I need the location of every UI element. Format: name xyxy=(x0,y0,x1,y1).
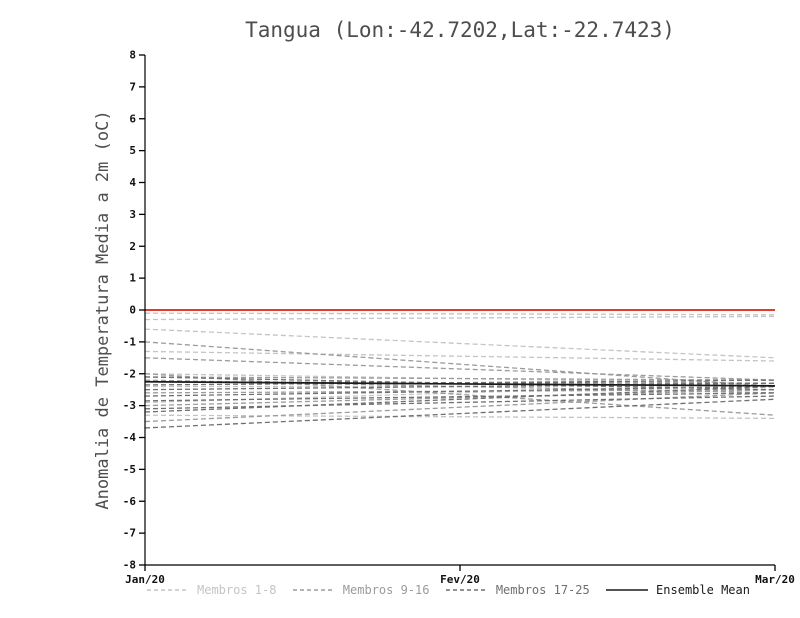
y-tick-label: 4 xyxy=(129,176,136,189)
ensemble-member-line xyxy=(144,382,776,391)
dashed-line-sample-icon xyxy=(445,589,488,591)
ensemble-member-line xyxy=(144,357,776,381)
ensemble-member-line xyxy=(144,389,776,407)
y-tick-label: -1 xyxy=(123,335,137,348)
ensemble-mean-line xyxy=(144,380,776,387)
legend-item-membros-17-25: Membros 17-25 xyxy=(444,583,590,597)
legend: Membros 1-8 Membros 9-16 Membros 17-25 E… xyxy=(145,583,750,597)
y-tick-label: 3 xyxy=(129,208,136,221)
ensemble-member-line xyxy=(144,414,776,420)
ensemble-member-line xyxy=(144,312,776,316)
y-tick-label: 2 xyxy=(129,240,136,253)
y-tick-label: -6 xyxy=(123,495,137,508)
y-tick-label: -2 xyxy=(123,367,136,380)
ensemble-member-line xyxy=(144,315,776,321)
ensemble-member-line xyxy=(144,392,776,423)
legend-label-membros-1-8: Membros 1-8 xyxy=(197,583,277,597)
dashed-line-sample-icon xyxy=(147,589,189,591)
x-tick-label: Fev/20 xyxy=(440,573,480,586)
ensemble-member-line xyxy=(144,341,776,388)
ensemble-member-line xyxy=(144,350,776,362)
ensemble-member-line xyxy=(144,385,776,397)
y-tick-label: -7 xyxy=(123,527,136,540)
y-tick-label: 5 xyxy=(129,144,136,157)
ensemble-member-line xyxy=(144,373,776,416)
y-tick-label: 8 xyxy=(129,49,136,62)
ensemble-member-line xyxy=(144,392,776,402)
ensemble-member-line xyxy=(144,385,776,413)
y-tick-label: -4 xyxy=(123,431,137,444)
y-tick-label: 7 xyxy=(129,80,136,93)
x-tick-label: Mar/20 xyxy=(755,573,795,586)
ensemble-member-line xyxy=(144,379,776,386)
y-tick-label: -3 xyxy=(123,399,136,412)
y-tick-label: 6 xyxy=(129,112,136,125)
legend-label-ensemble-mean: Ensemble Mean xyxy=(656,583,750,597)
x-tick-label: Jan/20 xyxy=(125,573,165,586)
chart-title: Tangua (Lon:-42.7202,Lat:-22.7423) xyxy=(245,18,675,42)
y-tick-label: -8 xyxy=(123,559,136,572)
y-tick-label: 1 xyxy=(129,272,136,285)
ensemble-member-line xyxy=(144,376,776,381)
y-tick-label: 0 xyxy=(129,304,136,317)
dashed-line-sample-icon xyxy=(292,589,335,591)
solid-line-sample-icon xyxy=(606,589,649,591)
y-tick-label: -5 xyxy=(123,463,136,476)
ensemble-member-line xyxy=(144,398,776,429)
legend-item-membros-9-16: Membros 9-16 xyxy=(291,583,430,597)
legend-item-ensemble-mean: Ensemble Mean xyxy=(604,583,750,597)
legend-label-membros-17-25: Membros 17-25 xyxy=(495,583,590,597)
ensemble-member-line xyxy=(144,328,776,359)
legend-item-membros-1-8: Membros 1-8 xyxy=(145,583,276,597)
ensemble-member-line xyxy=(144,395,776,410)
legend-label-membros-9-16: Membros 9-16 xyxy=(342,583,430,597)
